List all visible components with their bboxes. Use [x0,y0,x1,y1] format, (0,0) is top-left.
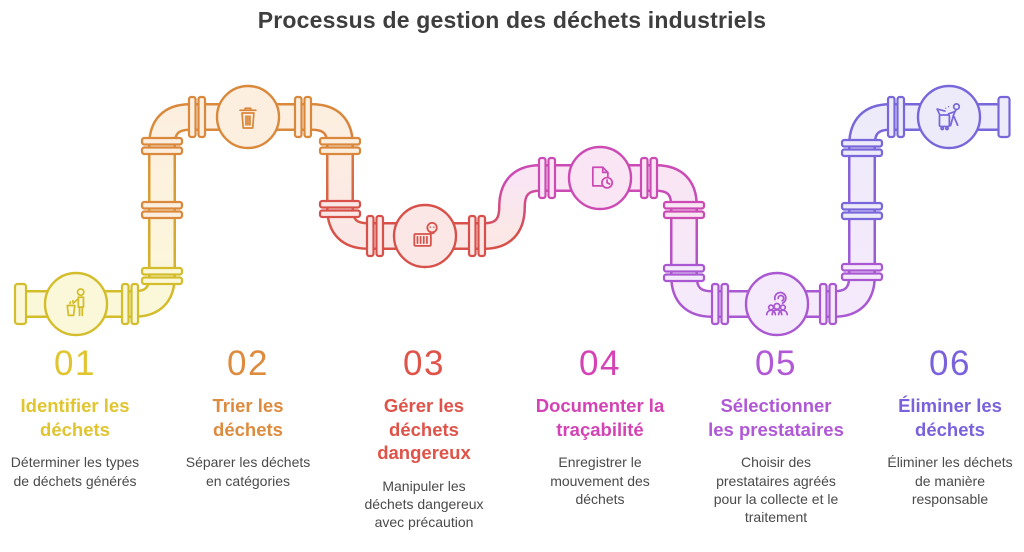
pipe-coupling [140,276,184,286]
pipe-couplings [120,95,906,326]
step-column-3: 03 Gérer les déchets dangereux Manipuler… [336,346,512,532]
pipe-coupling [365,214,375,258]
pipe-coupling [140,210,184,220]
pipe-coupling [477,214,487,258]
pipe-coupling [840,148,884,158]
pipe-coupling [318,199,362,209]
pipe-coupling [662,263,706,273]
pipe-coupling [828,282,838,326]
pipe-coupling [187,95,197,139]
pipe-coupling [140,136,184,146]
step-description: Enregistrer le mouvement des déchets [550,454,650,507]
pipe-coupling [840,138,884,148]
hazard-barrel-skull-icon [413,222,438,247]
step-number: 01 [54,344,96,383]
step-description: Séparer les déchets en catégories [185,454,311,489]
pipe-coupling [537,156,547,200]
pipe-coupling [818,282,828,326]
pipe-coupling [840,262,884,272]
pipe-coupling [720,282,730,326]
pipe-coupling [886,95,896,139]
step-number: 02 [227,344,269,383]
pipe-coupling [140,146,184,156]
pipe-coupling [662,210,706,220]
pipe-coupling [375,214,385,258]
step-column-1: 01 Identifier les déchets Déterminer les… [0,346,163,490]
pipe-coupling [303,95,313,139]
pipe-coupling [547,156,557,200]
step-title: Gérer les déchets dangereux [377,395,471,464]
wheelie-bin-person-icon [936,103,961,131]
step-description: Choisir des prestataires agréés pour la … [713,454,839,525]
page-title: Processus de gestion des déchets industr… [257,7,767,33]
pipe-start-flange [13,282,28,326]
team-selection-icon [765,291,789,316]
pipe-coupling [467,214,477,258]
step-title: Identifier les déchets [20,395,130,440]
pipe-coupling [840,211,884,221]
pipe-coupling [649,156,659,200]
pipe-coupling [130,282,140,326]
pipe-coupling [318,146,362,156]
step-column-4: 04 Documenter la traçabilité Enregistrer… [512,346,688,508]
pipe-end-flange [997,95,1011,139]
step-node-4 [567,145,633,211]
pipe-coupling [120,282,130,326]
step-description: Éliminer les déchets de manière responsa… [887,454,1013,507]
step-title: Sélectionner les prestataires [708,395,844,440]
pipe-coupling [318,209,362,219]
step-column-2: 02 Trier les déchets Séparer les déchets… [160,346,336,490]
step-node-3 [392,203,458,269]
pipe-coupling [318,136,362,146]
pipe-coupling [293,95,303,139]
pipe-coupling [662,273,706,283]
pipe-coupling [197,95,207,139]
step-description: Déterminer les types de déchets générés [10,454,140,489]
step-number: 03 [403,344,445,383]
pipe-coupling [710,282,720,326]
pipe-coupling [662,200,706,210]
document-clock-icon [591,166,614,189]
pipe-coupling [639,156,649,200]
step-number: 04 [579,344,621,383]
person-littering-icon [66,288,85,317]
pipe-coupling [840,272,884,282]
pipe-coupling [840,201,884,211]
step-number: 06 [929,344,971,383]
pipe-coupling [896,95,906,139]
pipe-coupling [140,266,184,276]
trash-can-icon [239,107,257,129]
step-column-6: 06 Éliminer les déchets Éliminer les déc… [862,346,1024,508]
pipe-coupling [140,200,184,210]
step-title: Documenter la traçabilité [535,395,665,440]
step-node-1 [43,271,109,337]
step-title: Trier les déchets [212,395,284,440]
step-column-5: 05 Sélectionner les prestataires Choisir… [688,346,864,526]
step-title: Éliminer les déchets [898,395,1002,440]
step-number: 05 [755,344,797,383]
step-description: Manipuler les déchets dangereux avec pré… [364,478,484,531]
